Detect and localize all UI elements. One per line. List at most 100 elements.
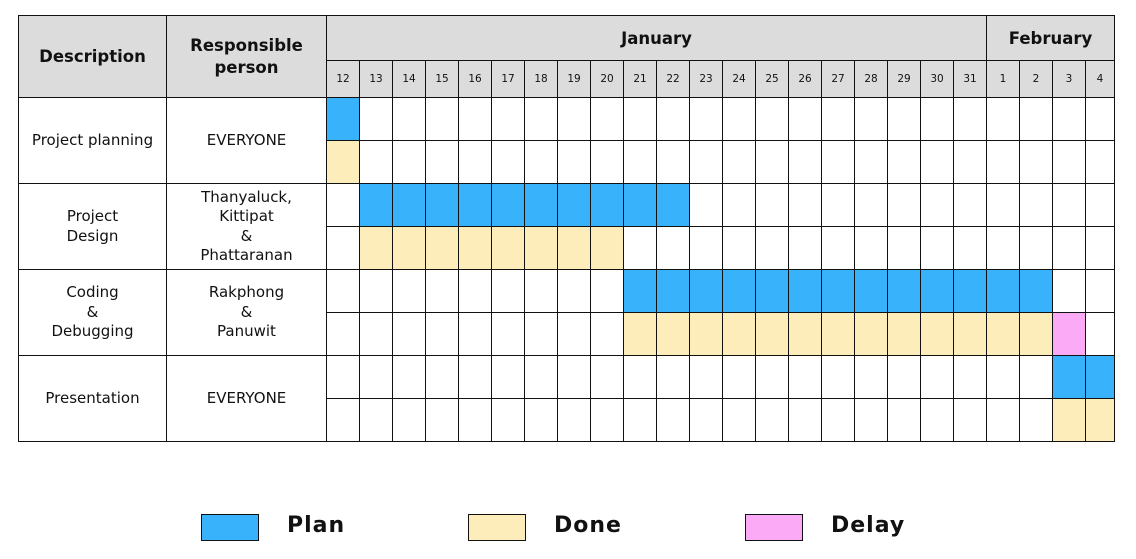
day-header: 14 bbox=[392, 60, 426, 98]
empty-cell bbox=[557, 97, 591, 141]
empty-cell bbox=[1085, 226, 1115, 270]
task-done-row bbox=[19, 398, 1115, 442]
task-description: Coding & Debugging bbox=[18, 269, 167, 356]
empty-cell bbox=[425, 398, 459, 442]
task-responsible: Thanyaluck, Kittipat & Phattaranan bbox=[166, 183, 327, 270]
plan-bar-cell bbox=[920, 269, 954, 313]
plan-bar-cell bbox=[821, 269, 855, 313]
empty-cell bbox=[953, 183, 987, 227]
empty-cell bbox=[986, 398, 1020, 442]
done-bar-cell bbox=[590, 226, 624, 270]
empty-cell bbox=[821, 97, 855, 141]
done-bar-cell bbox=[425, 226, 459, 270]
plan-bar-cell bbox=[425, 183, 459, 227]
empty-cell bbox=[722, 97, 756, 141]
day-header: 16 bbox=[458, 60, 492, 98]
empty-cell bbox=[755, 226, 789, 270]
empty-cell bbox=[425, 269, 459, 313]
task-description: Presentation bbox=[18, 355, 167, 442]
task-plan-row: Project Design Thanyaluck, Kittipat & Pha… bbox=[18, 183, 1115, 270]
empty-cell bbox=[392, 398, 426, 442]
empty-cell bbox=[557, 355, 591, 399]
empty-cell bbox=[392, 140, 426, 184]
empty-cell bbox=[689, 97, 723, 141]
empty-cell bbox=[1052, 97, 1086, 141]
task-plan-row: Coding & Debugging Rakphong & Panuwit bbox=[18, 269, 1115, 356]
empty-cell bbox=[425, 312, 459, 356]
empty-cell bbox=[623, 398, 657, 442]
empty-cell bbox=[623, 97, 657, 141]
empty-cell bbox=[590, 398, 624, 442]
empty-cell bbox=[1085, 140, 1115, 184]
plan-bar-cell bbox=[1085, 355, 1115, 399]
plan-bar-cell bbox=[887, 269, 921, 313]
day-header: 28 bbox=[854, 60, 888, 98]
empty-cell bbox=[1052, 226, 1086, 270]
empty-cell bbox=[524, 312, 558, 356]
legend-swatch-plan bbox=[201, 514, 259, 541]
day-header: 22 bbox=[656, 60, 690, 98]
empty-cell bbox=[1019, 183, 1053, 227]
empty-cell bbox=[755, 183, 789, 227]
plan-bar-cell bbox=[458, 183, 492, 227]
empty-cell bbox=[986, 355, 1020, 399]
done-bar-cell bbox=[788, 312, 822, 356]
legend-swatch-done bbox=[468, 514, 526, 541]
empty-cell bbox=[788, 140, 822, 184]
empty-cell bbox=[623, 140, 657, 184]
done-bar-cell bbox=[821, 312, 855, 356]
empty-cell bbox=[656, 140, 690, 184]
empty-cell bbox=[1085, 312, 1115, 356]
empty-cell bbox=[953, 355, 987, 399]
legend-swatch-delay bbox=[745, 514, 803, 541]
empty-cell bbox=[491, 312, 525, 356]
legend-label: Delay bbox=[831, 513, 906, 538]
empty-cell bbox=[623, 355, 657, 399]
task-description: Project planning bbox=[18, 97, 167, 184]
empty-cell bbox=[854, 97, 888, 141]
empty-cell bbox=[590, 97, 624, 141]
day-header: 19 bbox=[557, 60, 591, 98]
plan-bar-cell bbox=[656, 269, 690, 313]
empty-cell bbox=[722, 226, 756, 270]
empty-cell bbox=[920, 97, 954, 141]
done-bar-cell bbox=[1052, 398, 1086, 442]
empty-cell bbox=[986, 183, 1020, 227]
empty-cell bbox=[755, 97, 789, 141]
legend: Plan Done Delay bbox=[0, 510, 1136, 550]
empty-cell bbox=[326, 312, 360, 356]
task-responsible: Rakphong & Panuwit bbox=[166, 269, 327, 356]
empty-cell bbox=[920, 398, 954, 442]
done-bar-cell bbox=[887, 312, 921, 356]
empty-cell bbox=[458, 398, 492, 442]
empty-cell bbox=[359, 140, 393, 184]
empty-cell bbox=[359, 97, 393, 141]
empty-cell bbox=[788, 355, 822, 399]
done-bar-cell bbox=[458, 226, 492, 270]
plan-bar-cell bbox=[524, 183, 558, 227]
done-bar-cell bbox=[689, 312, 723, 356]
empty-cell bbox=[359, 269, 393, 313]
day-header: 26 bbox=[788, 60, 822, 98]
empty-cell bbox=[986, 97, 1020, 141]
task-responsible: EVERYONE bbox=[166, 97, 327, 184]
empty-cell bbox=[656, 355, 690, 399]
empty-cell bbox=[590, 355, 624, 399]
empty-cell bbox=[1085, 97, 1115, 141]
empty-cell bbox=[1019, 97, 1053, 141]
empty-cell bbox=[656, 97, 690, 141]
done-bar-cell bbox=[491, 226, 525, 270]
empty-cell bbox=[887, 226, 921, 270]
empty-cell bbox=[953, 398, 987, 442]
empty-cell bbox=[887, 355, 921, 399]
task-done-row bbox=[19, 312, 1115, 356]
empty-cell bbox=[524, 398, 558, 442]
empty-cell bbox=[425, 355, 459, 399]
empty-cell bbox=[1052, 183, 1086, 227]
gantt-chart: Description Responsible person January Fe… bbox=[18, 15, 1115, 442]
task-description: Project Design bbox=[18, 183, 167, 270]
empty-cell bbox=[821, 398, 855, 442]
empty-cell bbox=[590, 269, 624, 313]
task-plan-row: Project planning EVERYONE bbox=[18, 97, 1115, 184]
empty-cell bbox=[1019, 226, 1053, 270]
